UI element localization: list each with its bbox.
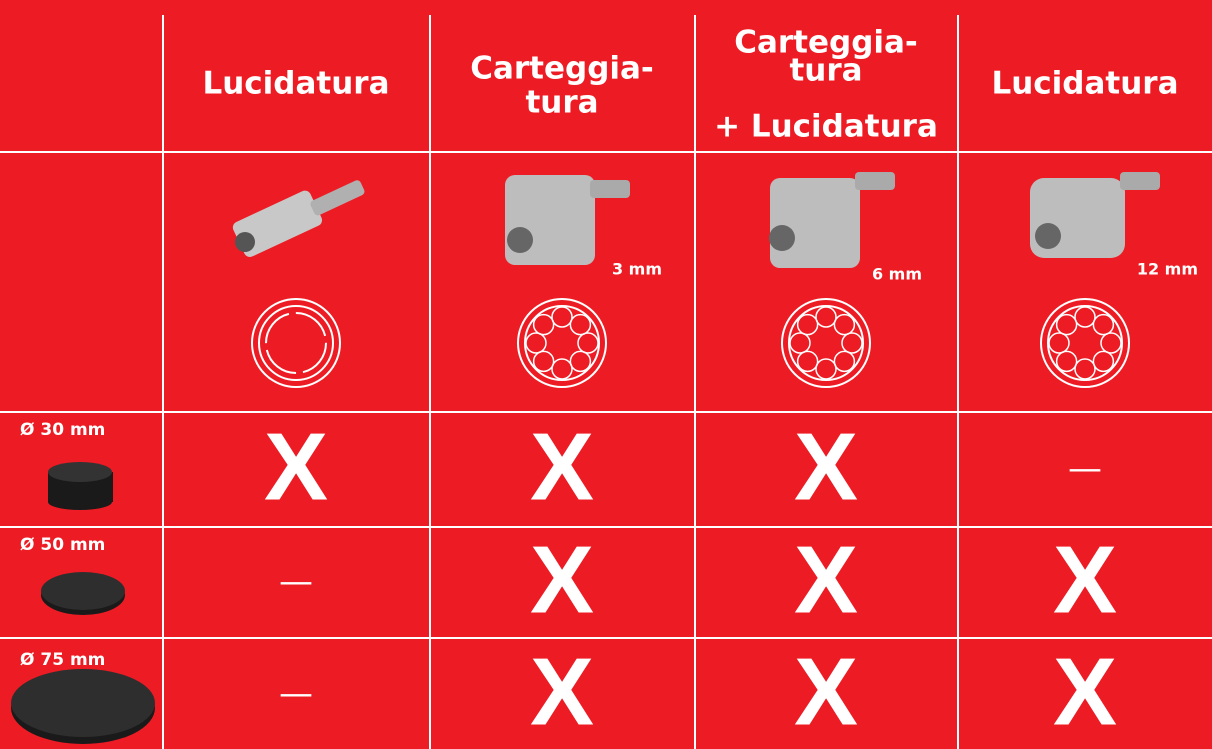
size-label: 3 mm [612,260,662,279]
motion-diagram [788,305,864,381]
motion-diagram [569,350,592,373]
motion-diagram [1074,306,1096,328]
motion-diagram [517,298,607,388]
motion-diagram [525,332,547,354]
pad-illustration [11,669,155,744]
tool-illustration [769,172,895,268]
compatibility-mark: X [794,413,858,520]
row-label: Ø 75 mm [20,650,105,670]
motion-diagram [789,332,811,354]
motion-diagram [1074,358,1096,380]
tool-illustration [1030,172,1160,258]
compatibility-mark: X [530,526,594,633]
column-header: tura [789,53,862,89]
motion-diagram [551,306,573,328]
motion-diagram [1100,332,1122,354]
motion-diagram [1055,313,1078,336]
grid-lines [0,15,1212,749]
column-header: tura [525,85,598,121]
column-header: Carteggia- [734,25,918,61]
column-header: Carteggia- [470,51,654,87]
tool-illustration [505,175,630,265]
motion-diagram [815,358,837,380]
row-label: Ø 50 mm [20,535,105,555]
compatibility-mark: X [530,413,594,520]
column-header: Lucidatura [202,66,389,102]
motion-diagram [1092,350,1115,373]
column-header: + Lucidatura [714,109,938,145]
compatibility-mark: X [1053,526,1117,633]
motion-diagram [781,298,871,388]
motion-diagram [551,358,573,380]
motion-diagram [265,312,327,374]
compatibility-mark: X [530,638,594,745]
motion-diagram [841,332,863,354]
motion-diagram [796,313,819,336]
size-label: 12 mm [1137,260,1198,279]
size-label: 6 mm [872,265,922,284]
motion-diagram [1092,313,1115,336]
compatibility-mark: X [794,638,858,745]
motion-diagram [258,305,334,381]
motion-diagram [833,313,856,336]
motion-diagram [524,305,600,381]
compatibility-mark: X [264,413,328,520]
compatibility-mark: — [279,562,313,602]
tool-illustration [232,180,365,257]
compatibility-mark: — [1068,449,1102,489]
motion-diagram [251,298,341,388]
motion-diagram [532,313,555,336]
compatibility-mark: — [279,674,313,714]
motion-diagram [577,332,599,354]
compatibility-mark: X [794,526,858,633]
row-label: Ø 30 mm [20,420,105,440]
motion-diagram [815,306,837,328]
motion-diagram [1048,332,1070,354]
motion-diagram [1055,350,1078,373]
motion-diagram [1047,305,1123,381]
motion-diagram [796,350,819,373]
pad-illustration [41,572,125,615]
column-header: Lucidatura [991,66,1178,102]
compatibility-mark: X [1053,638,1117,745]
motion-diagram [833,350,856,373]
motion-diagram [569,313,592,336]
motion-diagram [1040,298,1130,388]
pad-illustration [48,462,113,510]
motion-diagram [532,350,555,373]
